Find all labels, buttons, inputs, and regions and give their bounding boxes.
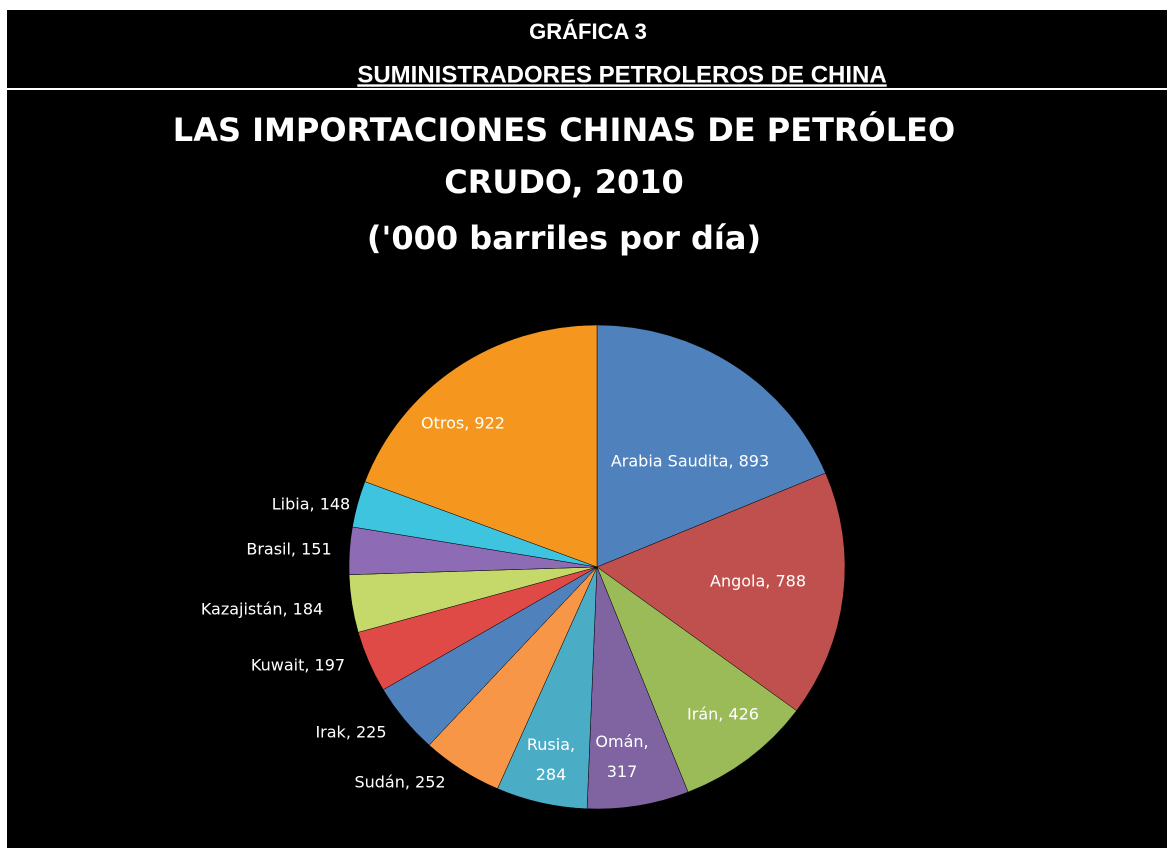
pie-slice: [596, 566, 797, 793]
data-label: Brasil, 151: [246, 540, 331, 559]
data-label: Omán, 317: [595, 732, 648, 781]
data-label: Irán, 426: [687, 705, 759, 724]
data-label: Libia, 148: [272, 495, 350, 514]
chart-title: CRUDO, 2010: [444, 163, 684, 201]
pie-slice: [364, 324, 598, 568]
chart-title: LAS IMPORTACIONES CHINAS DE PETRÓLEO: [173, 110, 955, 149]
data-label: Arabia Saudita, 893: [611, 452, 769, 471]
data-label: Kuwait, 197: [251, 656, 345, 675]
data-label: Irak, 225: [315, 723, 386, 742]
header-title: GRÁFICA 3: [529, 19, 647, 44]
data-label: Sudán, 252: [354, 773, 445, 792]
data-label: Angola, 788: [710, 572, 806, 591]
header-subtitle: SUMINISTRADORES PETROLEROS DE CHINA: [357, 61, 886, 88]
chart-subtitle: ('000 barriles por día): [367, 219, 761, 257]
data-label: Otros, 922: [421, 414, 505, 433]
pie-slice: [596, 324, 826, 568]
data-label: Kazajistán, 184: [201, 600, 323, 619]
data-label: Rusia, 284: [527, 735, 575, 784]
pie-slice: [596, 472, 846, 712]
